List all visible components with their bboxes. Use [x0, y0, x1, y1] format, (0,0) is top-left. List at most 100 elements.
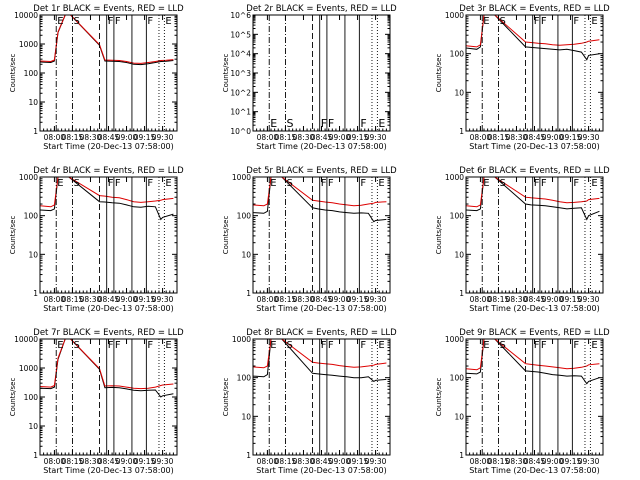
- y-tick-label: 100: [450, 50, 465, 59]
- plot-frame: [465, 338, 604, 456]
- marker-label: E: [165, 16, 171, 27]
- x-tick-label: 09:30: [578, 133, 600, 142]
- x-tick-label: 09:15: [134, 295, 156, 304]
- x-tick-label: 09:00: [329, 133, 351, 142]
- x-axis-label: Start Time (20-Dec-13 07:58:00): [43, 142, 174, 151]
- y-tick-label: 1000: [445, 173, 464, 182]
- x-tick-label: 08:45: [524, 295, 546, 304]
- x-axis-label: Start Time (20-Dec-13 07:58:00): [43, 304, 174, 313]
- y-axis-label: Counts/sec: [222, 378, 230, 417]
- x-tick-label: 08:30: [506, 295, 528, 304]
- y-tick-label: 1000: [232, 335, 251, 344]
- marker-label: F: [321, 117, 327, 130]
- x-tick-label: 09:30: [365, 133, 387, 142]
- x-axis-label: Start Time (20-Dec-13 07:58:00): [469, 466, 600, 475]
- x-tick-label: 09:15: [347, 133, 369, 142]
- y-tick-label: 10^2: [230, 88, 251, 97]
- x-tick-label: 08:00: [44, 133, 66, 142]
- marker-label: S: [286, 178, 292, 189]
- marker-label: F: [541, 340, 547, 351]
- lld-series-line: [40, 177, 174, 208]
- marker-label: F: [108, 340, 114, 351]
- x-tick-label: 08:15: [488, 295, 510, 304]
- marker-label: F: [321, 340, 327, 351]
- marker-label: E: [57, 16, 63, 27]
- marker-label: F: [573, 178, 579, 189]
- lld-series-line: [466, 15, 600, 48]
- x-axis-label: Start Time (20-Dec-13 07:58:00): [256, 142, 387, 151]
- marker-label: F: [328, 117, 334, 130]
- x-tick-label: 08:45: [524, 457, 546, 466]
- marker-label: E: [378, 117, 385, 130]
- y-tick-label: 100: [24, 212, 39, 221]
- y-tick-label: 100: [450, 374, 465, 383]
- y-tick-label: 10: [28, 422, 38, 431]
- lld-series-line: [466, 339, 600, 371]
- y-tick-label: 1: [33, 451, 38, 460]
- marker-label: E: [270, 178, 276, 189]
- plot-frame: [252, 176, 391, 294]
- chart-title: Det 5r BLACK = Events, RED = LLD: [246, 166, 397, 176]
- y-tick-label: 10^6: [230, 11, 251, 20]
- x-tick-label: 08:00: [44, 295, 66, 304]
- x-tick-label: 08:15: [275, 457, 297, 466]
- y-tick-label: 10: [454, 250, 464, 259]
- lld-series-line: [466, 177, 600, 208]
- marker-label: E: [165, 340, 171, 351]
- marker-label: S: [286, 340, 292, 351]
- marker-label: F: [573, 340, 579, 351]
- x-axis-label: Start Time (20-Dec-13 07:58:00): [469, 142, 600, 151]
- lld-series-line: [253, 339, 387, 369]
- chart-title: Det 3r BLACK = Events, RED = LLD: [459, 4, 610, 14]
- y-tick-label: 100: [24, 69, 39, 78]
- marker-label: E: [57, 178, 63, 189]
- x-tick-label: 08:00: [257, 457, 279, 466]
- marker-label: F: [108, 16, 114, 27]
- x-tick-label: 09:30: [578, 457, 600, 466]
- plot-frame: [39, 14, 178, 132]
- chart-title: Det 9r BLACK = Events, RED = LLD: [459, 328, 610, 338]
- marker-label: F: [328, 340, 334, 351]
- y-tick-label: 10000: [14, 335, 38, 344]
- series-group: [466, 177, 600, 221]
- y-tick-label: 1000: [445, 11, 464, 20]
- x-tick-label: 08:00: [470, 295, 492, 304]
- y-axis-label: Counts/sec: [222, 54, 230, 93]
- x-tick-label: 08:30: [80, 295, 102, 304]
- x-tick-label: 08:15: [62, 133, 84, 142]
- y-tick-label: 10^3: [230, 69, 251, 78]
- y-tick-label: 100: [237, 374, 252, 383]
- marker-label: S: [499, 340, 505, 351]
- y-axis-label: Counts/sec: [435, 216, 443, 255]
- marker-label: S: [499, 16, 505, 27]
- x-tick-label: 08:15: [488, 457, 510, 466]
- marker-label: S: [73, 340, 79, 351]
- x-tick-label: 08:30: [506, 133, 528, 142]
- x-tick-label: 08:45: [311, 133, 333, 142]
- y-tick-label: 10: [241, 250, 251, 259]
- y-axis-label: Counts/sec: [435, 378, 443, 417]
- x-tick-label: 08:00: [470, 133, 492, 142]
- chart-title: Det 6r BLACK = Events, RED = LLD: [459, 166, 610, 176]
- marker-label: F: [321, 178, 327, 189]
- y-tick-label: 10^1: [230, 108, 251, 117]
- x-tick-label: 08:00: [257, 133, 279, 142]
- marker-label: F: [541, 16, 547, 27]
- series-group: [40, 339, 174, 398]
- marker-label: F: [573, 16, 579, 27]
- x-tick-label: 08:15: [62, 457, 84, 466]
- marker-label: E: [270, 117, 277, 130]
- plot-frame: [39, 176, 178, 294]
- x-tick-label: 09:00: [116, 133, 138, 142]
- marker-label: F: [541, 178, 547, 189]
- y-tick-label: 10^4: [230, 50, 251, 59]
- x-tick-label: 09:30: [152, 133, 174, 142]
- x-tick-label: 09:00: [116, 295, 138, 304]
- x-tick-label: 09:00: [329, 295, 351, 304]
- x-tick-label: 08:15: [275, 133, 297, 142]
